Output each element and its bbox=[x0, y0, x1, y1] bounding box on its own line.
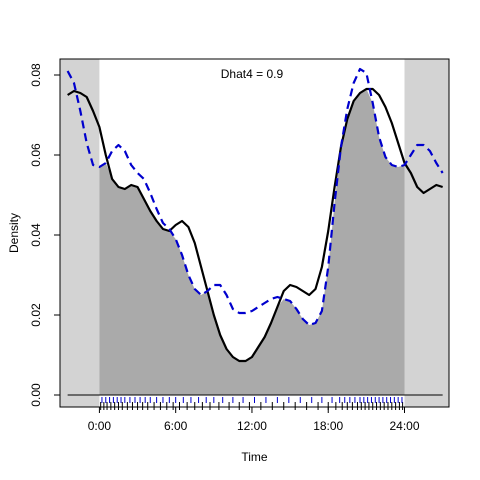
x-tick-label: 24:00 bbox=[389, 419, 419, 433]
shaded-region bbox=[60, 59, 100, 407]
x-axis-label: Time bbox=[241, 450, 268, 464]
shaded-region bbox=[404, 59, 449, 407]
x-tick-label: 12:00 bbox=[237, 419, 267, 433]
y-tick-label: 0.02 bbox=[29, 303, 43, 327]
dhat-annotation: Dhat4 = 0.9 bbox=[221, 67, 284, 81]
density-line-solid bbox=[67, 87, 443, 363]
y-tick-label: 0.04 bbox=[29, 223, 43, 247]
density-lines bbox=[66, 67, 444, 363]
x-tick-label: 6:00 bbox=[164, 419, 188, 433]
y-tick-label: 0.08 bbox=[29, 63, 43, 87]
shaded-regions bbox=[60, 59, 449, 407]
axes: 0:00 6:00 12:00 18:00 24:00 0.00 0.02 0.04 0.06 0… bbox=[29, 63, 420, 433]
y-tick-label: 0.00 bbox=[29, 383, 43, 407]
density-line-dashed bbox=[66, 67, 444, 327]
overlap-area bbox=[99, 89, 405, 395]
x-tick-label: 0:00 bbox=[88, 419, 112, 433]
y-tick-label: 0.06 bbox=[29, 143, 43, 167]
overlap-fill bbox=[99, 89, 405, 395]
y-axis-label: Density bbox=[7, 213, 21, 253]
x-tick-label: 18:00 bbox=[313, 419, 343, 433]
